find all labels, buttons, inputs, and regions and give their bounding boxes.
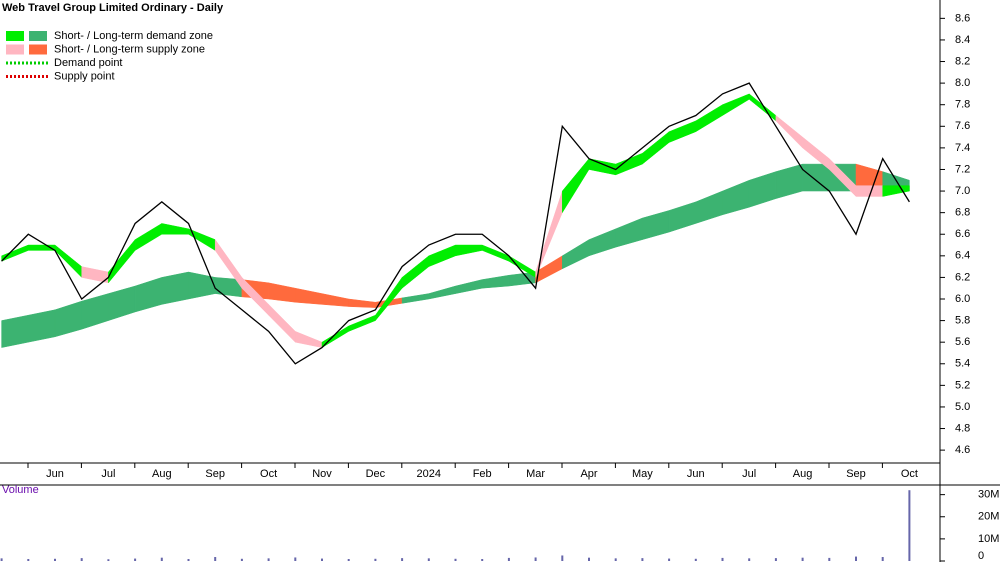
volume-bar <box>454 558 457 561</box>
x-tick-label: Feb <box>473 468 492 480</box>
y-tick-label: 6.8 <box>955 207 970 219</box>
y-tick-label: 6.4 <box>955 250 970 262</box>
y-tick-label: 8.0 <box>955 77 970 89</box>
volume-bar <box>107 559 110 561</box>
volume-bar <box>507 557 510 561</box>
y-tick-label: 5.6 <box>955 336 970 348</box>
chart-title: Web Travel Group Limited Ordinary - Dail… <box>2 2 224 14</box>
y-tick-label: 5.0 <box>955 401 970 413</box>
volume-bar <box>401 558 404 561</box>
volume-bar <box>668 558 671 561</box>
x-tick-label: Jun <box>687 468 705 480</box>
x-tick-label: Sep <box>205 468 225 480</box>
volume-bar <box>27 559 30 561</box>
legend-swatch <box>29 44 47 55</box>
y-tick-label: 4.6 <box>955 444 970 456</box>
legend-label: Supply point <box>54 70 115 82</box>
legend-swatch <box>6 44 24 55</box>
y-tick-label: 6.0 <box>955 293 970 305</box>
x-tick-label: Nov <box>312 468 332 480</box>
volume-bar <box>561 555 564 561</box>
volume-bar <box>481 559 484 561</box>
volume-bar <box>134 558 137 561</box>
x-tick-label: Jul <box>742 468 756 480</box>
volume-bar <box>774 558 777 561</box>
volume-bar <box>614 558 617 561</box>
y-tick-label: 7.6 <box>955 120 970 132</box>
volume-bar <box>160 557 163 561</box>
x-tick-label: Dec <box>366 468 386 480</box>
x-tick-label: Apr <box>580 468 597 480</box>
volume-bar <box>214 557 217 561</box>
volume-bar <box>694 558 697 561</box>
y-tick-label: 8.4 <box>955 34 970 46</box>
volume-tick-label: 30M <box>978 489 999 501</box>
y-tick-label: 7.2 <box>955 163 970 175</box>
x-tick-label: Jul <box>101 468 115 480</box>
volume-bar <box>347 559 350 561</box>
x-tick-label: Mar <box>526 468 545 480</box>
volume-tick-label: 0 <box>978 550 984 562</box>
legend-swatch <box>6 31 24 41</box>
volume-bar <box>748 558 751 561</box>
volume-bar <box>267 558 270 561</box>
volume-bar <box>187 559 190 561</box>
y-tick-label: 7.0 <box>955 185 970 197</box>
x-tick-label: Aug <box>152 468 172 480</box>
y-tick-label: 4.8 <box>955 422 970 434</box>
legend-label: Short- / Long-term demand zone <box>54 30 213 42</box>
x-tick-label: 2024 <box>417 468 441 480</box>
y-tick-label: 5.2 <box>955 379 970 391</box>
volume-bar <box>828 557 831 561</box>
volume-bar <box>54 558 56 561</box>
y-tick-label: 7.8 <box>955 99 970 111</box>
y-tick-label: 8.6 <box>955 12 970 24</box>
x-tick-label: May <box>632 468 653 480</box>
volume-bar <box>534 557 537 561</box>
volume-bar <box>427 558 430 561</box>
volume-bar <box>294 557 297 561</box>
zone-segment <box>161 271 189 305</box>
volume-bar <box>321 558 323 561</box>
legend-swatch <box>29 31 47 41</box>
volume-bar <box>240 558 243 561</box>
volume-bar <box>801 557 804 561</box>
price-line <box>1 82 910 365</box>
volume-title: Volume <box>2 484 39 496</box>
y-tick-label: 6.2 <box>955 271 970 283</box>
legend-label: Short- / Long-term supply zone <box>54 43 205 55</box>
volume-bar <box>374 558 377 561</box>
volume-tick-label: 20M <box>978 511 999 523</box>
y-tick-label: 5.8 <box>955 314 970 326</box>
x-tick-label: Oct <box>260 468 277 480</box>
volume-bar <box>80 558 83 561</box>
volume-bar <box>0 558 3 561</box>
zone-segment <box>1 314 29 348</box>
x-tick-label: Jun <box>46 468 64 480</box>
x-tick-label: Oct <box>901 468 918 480</box>
x-tick-label: Sep <box>846 468 866 480</box>
volume-bar <box>641 558 644 561</box>
zone-segment <box>28 309 56 343</box>
zone-segment <box>882 185 910 197</box>
volume-bar <box>721 557 724 561</box>
y-tick-label: 5.4 <box>955 358 970 370</box>
volume-tick-label: 10M <box>978 533 999 545</box>
y-tick-label: 7.4 <box>955 142 970 154</box>
volume-bar <box>908 490 911 561</box>
legend-label: Demand point <box>54 57 123 69</box>
volume-bar <box>588 557 590 561</box>
x-tick-label: Aug <box>793 468 813 480</box>
y-tick-label: 8.2 <box>955 55 970 67</box>
volume-bar <box>855 556 857 561</box>
y-tick-label: 6.6 <box>955 228 970 240</box>
volume-bar <box>881 557 884 561</box>
